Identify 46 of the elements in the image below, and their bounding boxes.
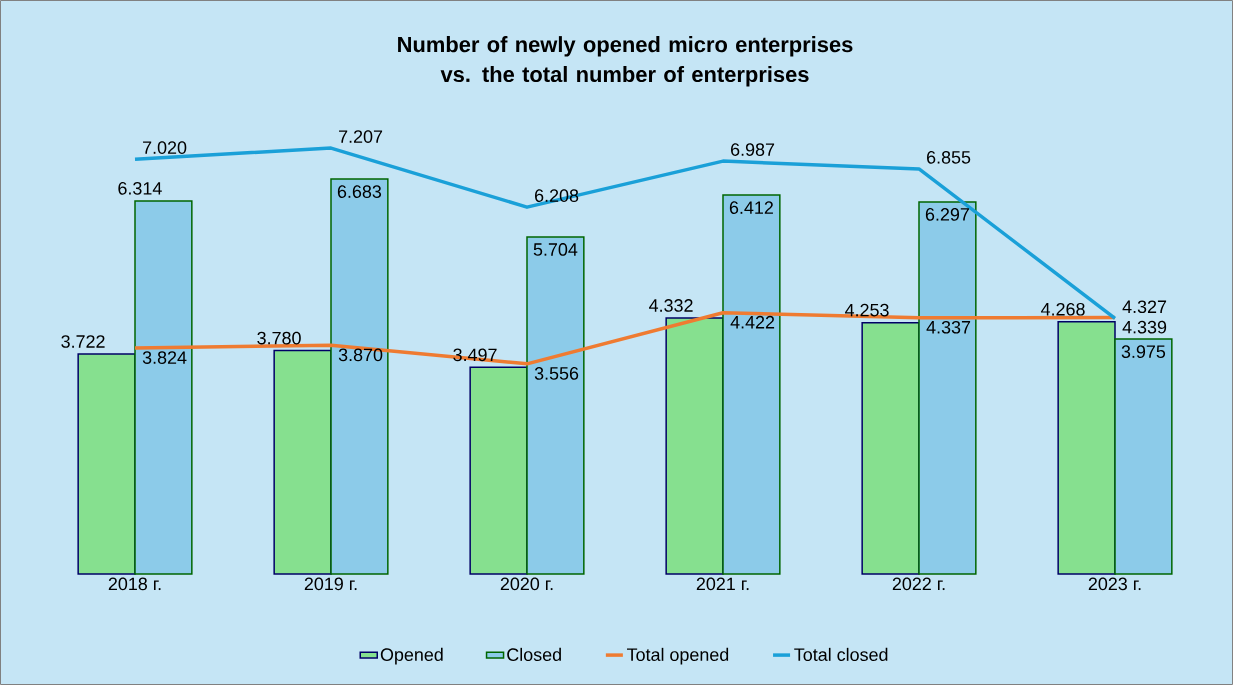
data-label: 4.339	[1122, 320, 1167, 334]
x-tick-label: 2019 г.	[304, 577, 357, 591]
x-tick-label: 2023 г.	[1088, 577, 1141, 591]
bar	[526, 236, 585, 575]
legend-label: Opened	[380, 647, 443, 665]
bar	[861, 321, 920, 575]
data-label: 6.314	[118, 181, 162, 195]
bar	[918, 201, 977, 575]
data-label: 3.722	[61, 335, 105, 348]
data-label: 7.020	[143, 141, 187, 154]
legend-label: Total closed	[794, 647, 888, 662]
chart-title: Number of newly opened micro enterprises vs. the total number of enterprises	[398, 36, 853, 87]
bar	[665, 317, 724, 575]
bar	[77, 353, 136, 575]
data-label: 3.824	[142, 351, 187, 364]
data-label: 4.337	[926, 320, 971, 334]
bar	[330, 178, 389, 575]
x-tick-label: 2020 г.	[500, 577, 553, 591]
bar	[134, 200, 193, 575]
data-label: 6.412	[729, 201, 773, 214]
data-label: 6.683	[337, 185, 382, 198]
bar	[722, 194, 781, 575]
data-label: 7.207	[339, 130, 383, 143]
data-label: 6.855	[927, 151, 971, 164]
bar	[273, 349, 332, 575]
data-label: 3.975	[1121, 345, 1166, 358]
x-tick-label: 2022 г.	[892, 577, 945, 591]
data-label: 5.704	[533, 243, 578, 256]
data-label: 6.208	[535, 189, 579, 202]
x-tick-label: 2018 г.	[108, 577, 161, 591]
bar	[469, 366, 528, 575]
data-label: 3.556	[534, 367, 579, 380]
data-label: 4.253	[845, 303, 889, 317]
bar	[1114, 338, 1173, 575]
data-label: 4.268	[1041, 302, 1085, 316]
data-label: 4.332	[649, 299, 693, 312]
legend-label: Total opened	[627, 647, 729, 665]
data-label: 4.327	[1122, 300, 1167, 314]
bar	[1057, 321, 1116, 575]
data-label: 3.870	[338, 348, 383, 362]
x-tick-label: 2021 г.	[696, 577, 749, 591]
data-label: 6.987	[731, 143, 775, 156]
data-label: 4.422	[730, 315, 775, 329]
data-label: 3.780	[257, 331, 301, 345]
legend-label: Closed	[507, 647, 561, 662]
data-label: 6.297	[925, 208, 969, 221]
